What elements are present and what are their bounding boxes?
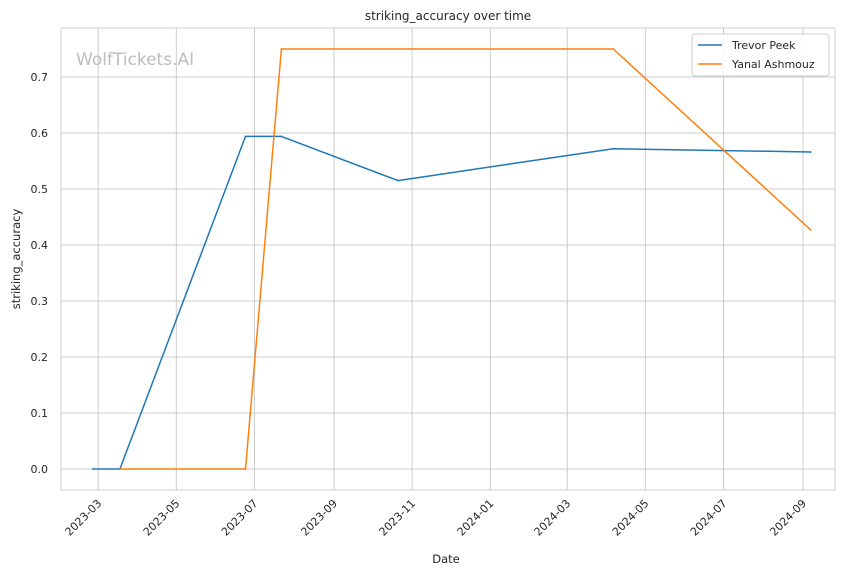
data-point <box>280 135 283 138</box>
x-tick-label: 2023-11 <box>377 497 419 539</box>
data-point <box>612 147 615 150</box>
data-point <box>612 48 615 50</box>
legend-box <box>691 33 830 77</box>
legend: Trevor Peek Yanal Ashmouz <box>691 33 830 77</box>
x-tick-label: 2024-05 <box>610 497 652 539</box>
series-layer <box>92 48 812 470</box>
legend-label: Trevor Peek <box>731 39 796 52</box>
x-tick-label: 2023-09 <box>298 497 340 539</box>
y-tick-label: 0.2 <box>31 351 49 364</box>
x-tick-label: 2024-09 <box>767 497 809 539</box>
data-point <box>244 468 247 470</box>
data-point <box>280 48 283 50</box>
y-tick-label: 0.6 <box>31 127 49 140</box>
x-axis: 2023-03 2023-05 2023-07 2023-09 2023-11 2024-… <box>63 497 809 539</box>
data-point <box>92 468 94 470</box>
legend-label: Yanal Ashmouz <box>731 58 815 71</box>
data-point <box>119 468 121 470</box>
x-tick-label: 2024-07 <box>688 497 730 539</box>
y-tick-label: 0.5 <box>31 183 49 196</box>
x-tick-label: 2024-01 <box>455 497 497 539</box>
data-point <box>397 179 399 182</box>
watermark: WolfTickets.AI <box>76 50 194 70</box>
data-point <box>809 228 812 231</box>
x-tick-label: 2023-03 <box>63 497 105 539</box>
y-tick-label: 0.0 <box>31 463 49 476</box>
x-axis-label: Date <box>432 552 460 566</box>
x-tick-label: 2023-07 <box>219 497 261 539</box>
x-tick-label: 2024-03 <box>532 497 574 539</box>
data-point <box>809 151 812 153</box>
y-axis-label: striking_accuracy <box>9 209 23 310</box>
x-tick-label: 2023-05 <box>141 497 183 539</box>
y-tick-label: 0.7 <box>31 71 49 84</box>
y-tick-label: 0.1 <box>31 407 49 420</box>
y-tick-label: 0.3 <box>31 295 49 308</box>
plot-frame <box>60 27 836 491</box>
plot-background <box>61 28 835 490</box>
y-axis: 0.0 0.1 0.2 0.3 0.4 0.5 0.6 0.7 <box>31 71 49 476</box>
y-tick-label: 0.4 <box>31 239 49 252</box>
chart-title: striking_accuracy over time <box>365 9 531 23</box>
data-point <box>244 135 247 138</box>
